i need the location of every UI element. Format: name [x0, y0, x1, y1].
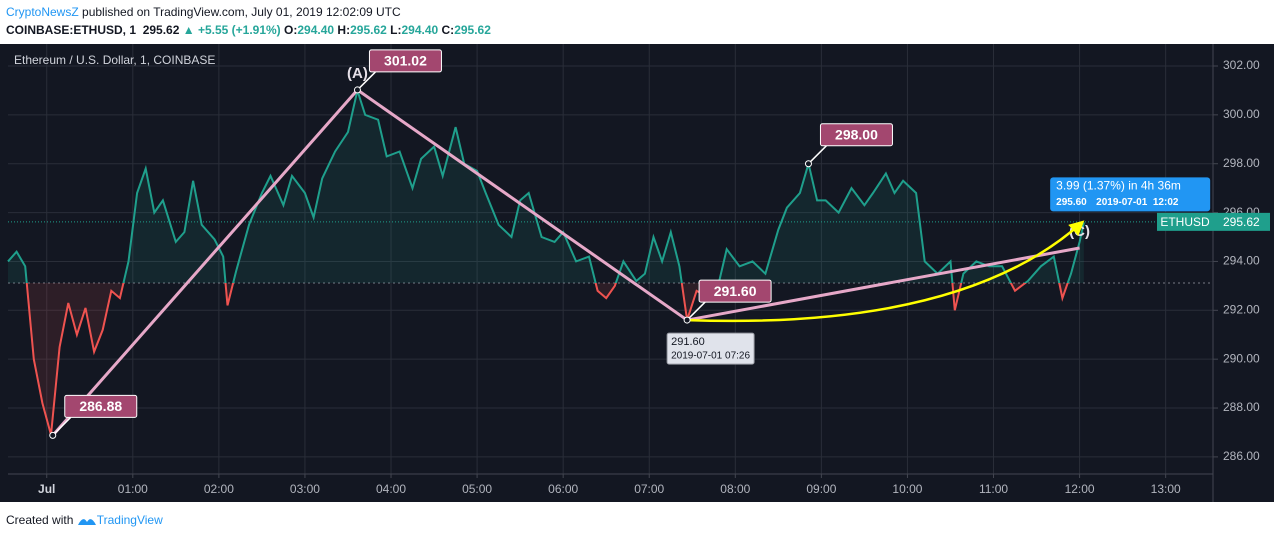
x-tick-label: 13:00 [1151, 482, 1181, 496]
x-tick-label: 05:00 [462, 482, 492, 496]
y-tick-label: 292.00 [1223, 302, 1260, 316]
x-tick-label: 03:00 [290, 482, 320, 496]
footer-brand[interactable]: TradingView [96, 513, 163, 527]
background [0, 44, 1274, 502]
ohlc-value: 295.62 [350, 23, 387, 37]
ohlc-value: 295.62 [454, 23, 491, 37]
ohlc-c: C:295.62 [442, 23, 491, 37]
change-text: +5.55 (+1.91%) [197, 23, 281, 37]
ohlc-h: H:295.62 [337, 23, 386, 37]
ohlc-key: L: [390, 23, 402, 37]
callout-pointer [807, 145, 827, 165]
point [804, 160, 812, 168]
y-tick-label: 290.00 [1223, 351, 1260, 365]
header: CryptoNewsZ published on TradingView.com… [0, 0, 1274, 44]
ohlc-value: 294.40 [297, 23, 335, 37]
measure-end-price: 295.60 [1056, 197, 1087, 208]
y-tick-label: 286.00 [1223, 449, 1260, 463]
measure-text: 3.99 (1.37%) in 4h 36m [1056, 179, 1181, 193]
callout-box [64, 394, 138, 418]
pattern-line [51, 87, 1080, 437]
ohlc-key: O: [284, 23, 298, 37]
ohlc-key: C: [441, 23, 455, 37]
y-tick-label: 302.00 [1223, 58, 1260, 72]
ohlc-l: L:294.40 [390, 23, 438, 37]
x-tick-label: Jul [38, 482, 55, 496]
point [49, 431, 57, 439]
y-tick-label: 298.00 [1223, 156, 1260, 170]
measure-curve [687, 220, 1085, 323]
x-tick-label: 10:00 [892, 482, 922, 496]
ohlc-key: H: [337, 23, 351, 37]
ohlc-o: O:294.40 [284, 23, 334, 37]
price-area [8, 90, 1084, 283]
footer: Created with TradingView [0, 502, 1274, 539]
footer-text: Created with [6, 513, 74, 527]
change: ▲ +5.55 (+1.91%) [182, 23, 281, 37]
tooltip-box [666, 332, 755, 365]
x-tick-label: 11:00 [979, 482, 1008, 496]
last-price-label: 295.62 [1223, 215, 1260, 229]
y-tick-label: 288.00 [1223, 400, 1260, 414]
tooltip-time: 2019-07-01 07:26 [671, 351, 750, 362]
ohlc-value: 294.40 [401, 23, 439, 37]
x-tick-label: 06:00 [548, 482, 578, 496]
header-line: CryptoNewsZ published on TradingView.com… [6, 0, 1274, 21]
x-tick-label: 01:00 [118, 482, 148, 496]
last-price-box [1213, 212, 1270, 231]
x-tick-label: 09:00 [806, 482, 836, 496]
author[interactable]: CryptoNewsZ [6, 5, 79, 19]
x-tick-label: 04:00 [376, 482, 406, 496]
callout-pointer [52, 416, 72, 436]
last-name-box [1157, 212, 1213, 231]
pattern-label: (A) [347, 65, 368, 82]
callout-label: 291.60 [714, 283, 757, 299]
callout-pointer [356, 71, 376, 91]
callout-box [698, 279, 772, 303]
header-line: COINBASE:ETHUSD, 1 295.62 ▲ +5.55 (+1.91… [6, 21, 1274, 39]
point [353, 86, 361, 94]
published: published on TradingView.com, July 01, 2… [82, 5, 401, 19]
y-tick-label: 294.00 [1223, 254, 1260, 268]
callout-box [819, 123, 893, 147]
last-name: ETHUSD [1160, 215, 1210, 229]
chart-title: Ethereum / U.S. Dollar, 1, COINBASE [14, 53, 215, 67]
callout-pointer [686, 301, 706, 321]
symbol: COINBASE:ETHUSD, 1 [6, 23, 137, 37]
tooltip-price: 291.60 [671, 336, 705, 348]
logo [77, 518, 96, 525]
measure-time: 2019-07-01 12:02 [1096, 197, 1179, 208]
callout-label: 286.88 [79, 398, 122, 414]
price: 295.62 [142, 23, 180, 37]
price-line [7, 86, 1085, 283]
x-tick-label: 12:00 [1065, 482, 1095, 496]
x-tick-label: 07:00 [634, 482, 664, 496]
callout-box [368, 49, 442, 73]
callout-label: 301.02 [384, 53, 427, 69]
x-tick-label: 02:00 [204, 482, 234, 496]
callout-label: 298.00 [835, 126, 878, 142]
x-tick-label: 08:00 [720, 482, 750, 496]
measure-box [1050, 177, 1211, 212]
y-tick-label: 300.00 [1223, 107, 1260, 121]
point [683, 316, 691, 324]
